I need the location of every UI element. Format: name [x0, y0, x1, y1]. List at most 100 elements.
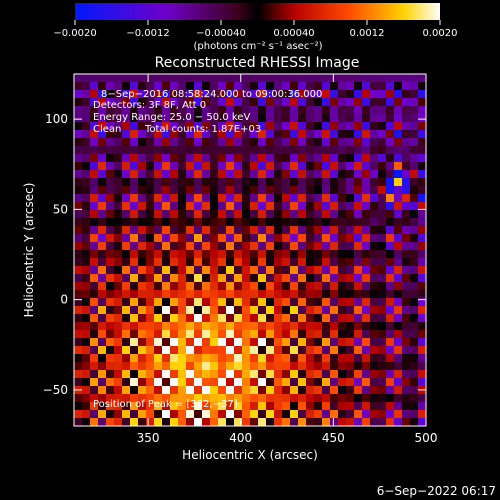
heatmap-cell	[74, 338, 83, 347]
heatmap-cell	[274, 98, 283, 107]
heatmap-cell	[370, 394, 379, 403]
heatmap-cell	[346, 418, 355, 426]
heatmap-cell	[98, 194, 107, 203]
heatmap-cell	[354, 98, 363, 107]
heatmap-cell	[234, 250, 243, 259]
heatmap-cell	[298, 362, 307, 371]
heatmap-cell	[386, 122, 395, 131]
heatmap-cell	[234, 98, 243, 107]
heatmap-cell	[146, 386, 155, 395]
heatmap-cell	[82, 418, 91, 426]
heatmap-cell	[266, 146, 275, 155]
heatmap-cell	[370, 362, 379, 371]
heatmap-cell	[186, 162, 195, 171]
heatmap-cell	[194, 122, 203, 131]
heatmap-cell	[226, 394, 235, 403]
heatmap-cell	[82, 234, 91, 243]
heatmap-cell	[322, 154, 331, 163]
heatmap-cell	[210, 338, 219, 347]
heatmap-cell	[154, 306, 163, 315]
heatmap-cell	[314, 122, 323, 131]
heatmap-cell	[146, 130, 155, 139]
heatmap-cell	[250, 218, 259, 227]
heatmap-cell	[210, 122, 219, 131]
heatmap-cell	[306, 306, 315, 315]
heatmap-cell	[402, 122, 411, 131]
heatmap-cell	[378, 170, 387, 179]
heatmap-cell	[202, 202, 211, 211]
heatmap-cell	[346, 338, 355, 347]
heatmap-cell	[162, 90, 171, 99]
heatmap-cell	[82, 130, 91, 139]
heatmap-cell	[250, 170, 259, 179]
colorbar-tick-labels: −0.0020 −0.0012 −0.00040 0.00040 0.0012 0.002…	[53, 28, 457, 39]
heatmap-cell	[242, 322, 251, 331]
heatmap-cell	[378, 98, 387, 107]
heatmap-cell	[130, 234, 139, 243]
heatmap-cell	[346, 234, 355, 243]
heatmap-cell	[202, 82, 211, 91]
heatmap-cell	[178, 314, 187, 323]
heatmap-cell	[218, 362, 227, 371]
heatmap-cell	[146, 122, 155, 131]
heatmap-cell	[418, 354, 426, 363]
heatmap-cell	[314, 146, 323, 155]
heatmap-cell	[106, 186, 115, 195]
heatmap-cell	[74, 410, 83, 419]
heatmap-cell	[242, 242, 251, 251]
heatmap-cell	[370, 266, 379, 275]
heatmap-cell	[114, 274, 123, 283]
heatmap-cell	[362, 146, 371, 155]
heatmap-cell	[410, 82, 419, 91]
heatmap-cell	[186, 170, 195, 179]
heatmap-cell	[314, 322, 323, 331]
heatmap-cell	[138, 90, 147, 99]
heatmap-cell	[378, 114, 387, 123]
heatmap-cell	[266, 170, 275, 179]
heatmap-cell	[234, 266, 243, 275]
heatmap-cell	[338, 322, 347, 331]
y-tick-label: −50	[43, 383, 68, 397]
heatmap-cell	[130, 338, 139, 347]
heatmap-cell	[186, 322, 195, 331]
heatmap-cell	[306, 122, 315, 131]
heatmap-cell	[258, 282, 267, 291]
heatmap-cell	[418, 170, 426, 179]
heatmap-cell	[402, 170, 411, 179]
heatmap-cell	[154, 178, 163, 187]
heatmap-cell	[410, 418, 419, 426]
heatmap-cell	[306, 410, 315, 419]
heatmap-cell	[282, 162, 291, 171]
heatmap-cell	[354, 378, 363, 387]
heatmap-cell	[370, 90, 379, 99]
heatmap-cell	[362, 346, 371, 355]
heatmap-cell	[154, 298, 163, 307]
heatmap-cell	[194, 402, 203, 411]
heatmap-cell	[370, 106, 379, 115]
heatmap-cell	[346, 298, 355, 307]
x-axis-label: Heliocentric X (arcsec)	[182, 448, 318, 462]
heatmap-cell	[234, 202, 243, 211]
heatmap-cell	[402, 202, 411, 211]
heatmap-cell	[130, 170, 139, 179]
heatmap-cell	[178, 234, 187, 243]
heatmap-cell	[370, 370, 379, 379]
y-tick-label: 0	[60, 293, 68, 307]
heatmap-cell	[258, 330, 267, 339]
heatmap-cell	[274, 242, 283, 251]
heatmap-cell	[386, 82, 395, 91]
footer-timestamp: 6−Sep−2022 06:17	[377, 484, 496, 498]
heatmap-cell	[218, 258, 227, 267]
heatmap-cell	[330, 154, 339, 163]
heatmap-cell	[290, 122, 299, 131]
heatmap-cell	[282, 242, 291, 251]
heatmap-cell	[186, 202, 195, 211]
heatmap-cell	[122, 394, 131, 403]
heatmap-cell	[282, 338, 291, 347]
heatmap-cell	[218, 122, 227, 131]
heatmap-cell	[138, 282, 147, 291]
heatmap-cell	[410, 122, 419, 131]
heatmap-cell	[122, 370, 131, 379]
heatmap-cell	[130, 106, 139, 115]
